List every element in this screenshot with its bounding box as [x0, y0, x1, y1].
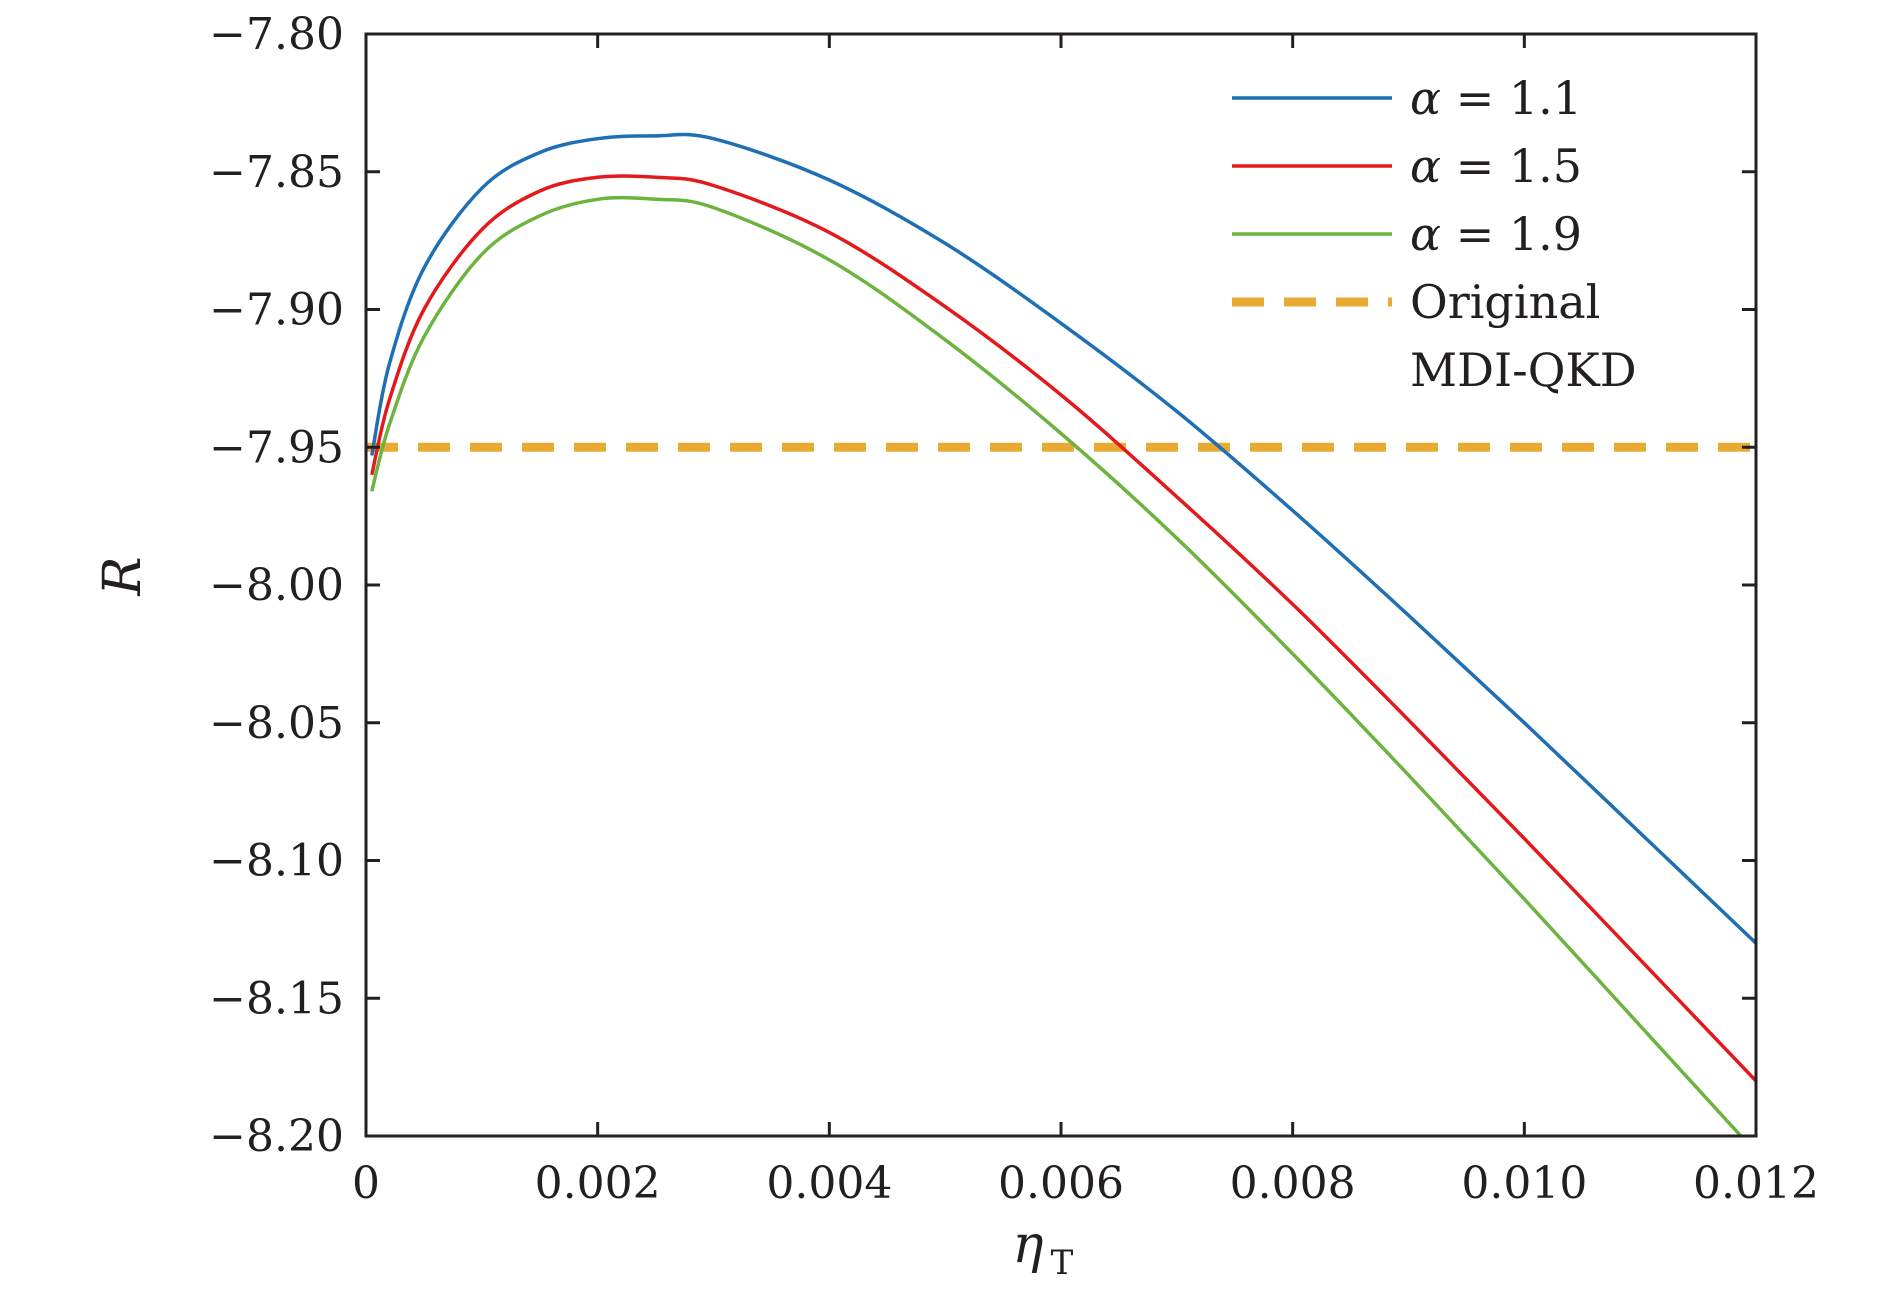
- y-tick-label: −7.85: [209, 147, 344, 198]
- legend: α = 1.1 α = 1.5 α = 1.9 Original MDI-QKD: [1232, 71, 1637, 397]
- series-line-1: [370, 132, 1756, 945]
- x-tick-label: 0.006: [998, 1158, 1124, 1209]
- legend-label: α = 1.5: [1410, 139, 1582, 193]
- x-axis-label-main: η: [1012, 1215, 1043, 1275]
- y-tick-label: −7.95: [209, 422, 344, 473]
- x-tick-label: 0.012: [1693, 1158, 1819, 1209]
- legend-label: α = 1.9: [1410, 207, 1582, 261]
- x-axis-label: η T: [1012, 1215, 1073, 1283]
- y-tick-label: −8.05: [209, 698, 344, 749]
- plot-background: [366, 34, 1756, 1136]
- legend-label: Original: [1410, 275, 1600, 329]
- y-tick-labels: −7.80 −7.85 −7.90 −7.95 −8.00 −8.05 −8.10 −8.15…: [209, 9, 344, 1162]
- y-tick-label: −8.20: [209, 1111, 344, 1162]
- x-tick-label: 0.004: [766, 1158, 892, 1209]
- plot-frame: [364, 32, 1758, 1138]
- y-tick-label: −7.90: [209, 285, 344, 336]
- x-tick-labels: 0 0.002 0.004 0.006 0.008 0.010 0.012: [352, 1158, 1819, 1209]
- x-axis-label-subscript: T: [1051, 1243, 1074, 1283]
- legend-label: α = 1.1: [1410, 71, 1582, 125]
- y-axis-label: R: [93, 556, 153, 596]
- legend-label: MDI-QKD: [1410, 343, 1637, 397]
- series-line-2: [370, 174, 1756, 1083]
- series-line-3: [370, 195, 1744, 1136]
- y-tick-label: −8.00: [209, 560, 344, 611]
- y-tick-label: −8.15: [209, 973, 344, 1024]
- x-tick-label: 0.010: [1461, 1158, 1587, 1209]
- series-layer: [366, 132, 1756, 1136]
- x-tick-label: 0: [352, 1158, 380, 1209]
- y-tick-label: −7.80: [209, 9, 344, 60]
- x-tick-label: 0.002: [535, 1158, 661, 1209]
- y-tick-label: −8.10: [209, 836, 344, 887]
- x-tick-label: 0.008: [1230, 1158, 1356, 1209]
